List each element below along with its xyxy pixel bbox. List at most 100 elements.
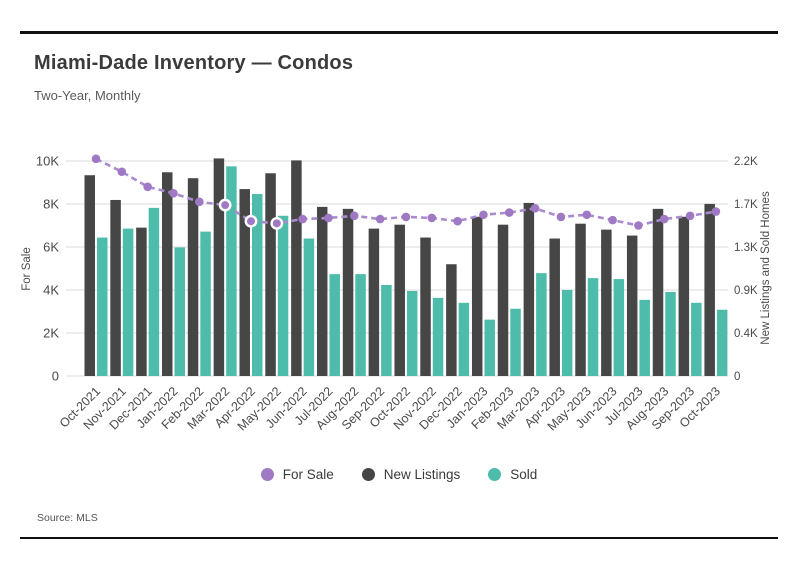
new-listings-bar bbox=[187, 178, 199, 376]
sold-bar bbox=[639, 299, 650, 376]
x-axis-label: Apr-2022 bbox=[212, 384, 258, 430]
for-sale-point bbox=[375, 214, 385, 224]
x-axis-label: Mar-2023 bbox=[495, 384, 543, 432]
for-sale-point bbox=[427, 213, 437, 223]
x-axis-label: Jan-2022 bbox=[134, 384, 181, 431]
left-axis-tick: 4K bbox=[43, 283, 59, 298]
for-sale-point bbox=[169, 188, 178, 198]
new-listings-bar bbox=[316, 206, 328, 376]
new-listings-bar bbox=[446, 264, 457, 376]
new-listings-bar bbox=[471, 216, 483, 376]
left-axis-tick: 0 bbox=[52, 369, 59, 384]
x-axis-label: Feb-2023 bbox=[469, 384, 517, 432]
new-listings-bar bbox=[161, 172, 173, 376]
x-axis-label: Jan-2023 bbox=[444, 384, 491, 431]
x-axis-label: Dec-2021 bbox=[107, 384, 155, 432]
left-axis-tick: 6K bbox=[43, 240, 59, 255]
x-axis-label: Oct-2021 bbox=[57, 384, 103, 430]
for-sale-point bbox=[143, 182, 152, 192]
x-axis-label: Nov-2022 bbox=[391, 384, 439, 432]
for-sale-point bbox=[530, 204, 540, 213]
new-listings-bar bbox=[601, 229, 612, 376]
new-listings-bar bbox=[368, 228, 380, 376]
legend-item-for_sale: For Sale bbox=[260, 467, 334, 482]
sold-bar bbox=[510, 308, 521, 376]
new-listings-bar bbox=[84, 175, 95, 376]
top-rule bbox=[20, 31, 778, 34]
new-listings-bar bbox=[136, 227, 147, 376]
new-listings-bar bbox=[394, 224, 405, 376]
for-sale-point bbox=[608, 215, 617, 225]
for-sale-point bbox=[270, 216, 284, 230]
for-sale-point bbox=[401, 212, 411, 222]
sold-bar bbox=[122, 228, 134, 376]
sold-bar bbox=[200, 231, 211, 376]
source-note: Source: MLS bbox=[37, 512, 98, 524]
x-axis-label: Oct-2023 bbox=[677, 384, 723, 430]
x-axis-label: Jun-2023 bbox=[573, 384, 620, 431]
right-axis-tick: 0 bbox=[734, 371, 740, 383]
new-listings-bar bbox=[497, 224, 509, 376]
x-axis-label: Mar-2022 bbox=[185, 384, 233, 432]
sold-bar bbox=[251, 194, 263, 376]
bottom-rule bbox=[20, 537, 778, 539]
left-axis-title: For Sale bbox=[21, 247, 33, 290]
sold-bar bbox=[561, 289, 573, 376]
legend-label: Sold bbox=[510, 467, 538, 482]
legend-label: New Listings bbox=[383, 467, 461, 482]
for-sale-point bbox=[453, 216, 462, 226]
new-listings-bar bbox=[110, 199, 121, 376]
for-sale-point bbox=[298, 214, 307, 224]
x-axis-label: Aug-2022 bbox=[313, 384, 361, 432]
sold-bar bbox=[613, 279, 625, 376]
x-axis-label: Apr-2023 bbox=[522, 384, 568, 430]
sold-bar bbox=[226, 166, 237, 376]
new-listings-bar bbox=[291, 160, 302, 376]
new-listings-bar bbox=[420, 237, 431, 376]
for-sale-line bbox=[95, 157, 717, 227]
right-axis-tick: 1.3K bbox=[734, 242, 758, 254]
right-axis-tick: 1.7K bbox=[734, 199, 758, 211]
left-axis-tick: 8K bbox=[43, 197, 59, 212]
sold-bar bbox=[484, 319, 495, 376]
sold-bar bbox=[716, 309, 728, 376]
x-axis-label: Oct-2022 bbox=[367, 384, 413, 430]
legend-item-sold: Sold bbox=[488, 467, 537, 482]
chart-subtitle: Two-Year, Monthly bbox=[34, 88, 141, 103]
legend: For Sale New Listings Sold bbox=[0, 467, 798, 482]
x-axis-label: May-2023 bbox=[545, 384, 594, 433]
for-sale-point bbox=[685, 211, 695, 221]
sold-bar bbox=[406, 290, 418, 376]
for-sale-point bbox=[711, 207, 721, 216]
for-sale-point bbox=[91, 154, 101, 164]
x-axis-label: Sep-2023 bbox=[649, 384, 697, 432]
right-axis-tick: 0.9K bbox=[734, 285, 758, 297]
right-axis-title: New Listings and Sold Homes bbox=[760, 191, 772, 345]
x-axis-label: May-2022 bbox=[235, 384, 284, 433]
sold-bar bbox=[381, 285, 392, 376]
x-axis-label: Sep-2022 bbox=[339, 384, 387, 432]
for-sale-point bbox=[582, 210, 592, 220]
for-sale-point bbox=[324, 213, 333, 223]
sold-swatch-icon bbox=[488, 468, 502, 481]
new-listings-bar bbox=[523, 202, 535, 376]
legend-item-new_listings: New Listings bbox=[361, 467, 461, 482]
sold-bar bbox=[691, 302, 702, 376]
for-sale-point bbox=[218, 198, 232, 212]
new-listings-bar bbox=[678, 216, 690, 376]
sold-bar bbox=[303, 238, 315, 376]
x-axis-label: Jul-2022 bbox=[292, 384, 336, 428]
legend-label: For Sale bbox=[282, 467, 334, 482]
x-axis-label: Dec-2022 bbox=[417, 384, 465, 432]
for-sale-point bbox=[244, 214, 258, 228]
for-sale-point bbox=[117, 167, 127, 177]
sold-bar bbox=[432, 297, 444, 376]
sold-bar bbox=[536, 273, 547, 376]
for-sale-point bbox=[195, 197, 204, 207]
x-axis-label: Jun-2022 bbox=[263, 384, 310, 431]
for-sale-point bbox=[556, 212, 566, 222]
new-listings-swatch-icon bbox=[361, 468, 375, 481]
new-listings-bar bbox=[575, 223, 586, 376]
x-axis-label: Nov-2021 bbox=[81, 384, 129, 432]
